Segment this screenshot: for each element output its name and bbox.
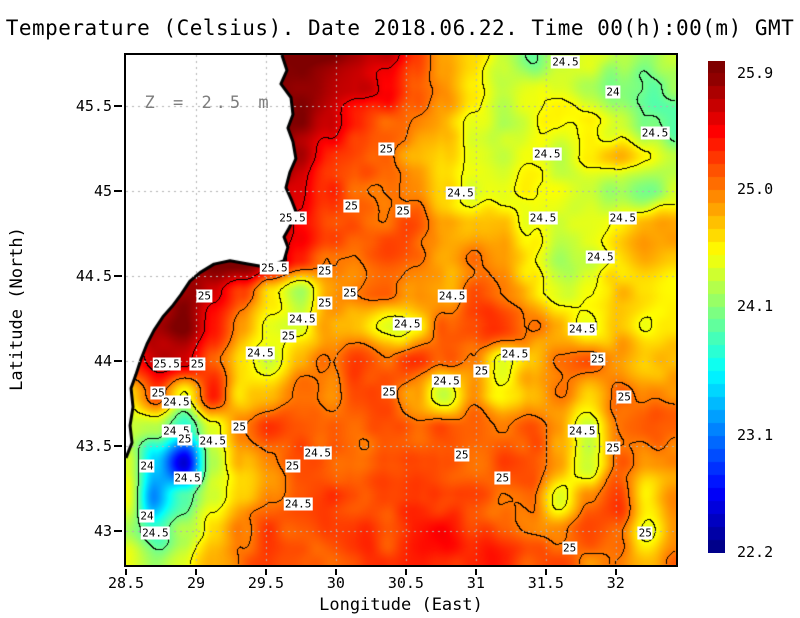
contour-label: 25.5 <box>260 261 289 274</box>
x-tick-label: 31.5 <box>527 574 564 592</box>
contour-label: 25 <box>637 526 653 540</box>
colorbar <box>708 61 725 553</box>
contour-label: 24.5 <box>500 347 530 361</box>
contour-label: 24.5 <box>437 289 467 303</box>
y-tick <box>114 360 122 362</box>
y-tick <box>114 105 122 107</box>
contour-label: 24.5 <box>198 434 228 448</box>
x-tick-label: 30.5 <box>387 574 424 592</box>
contour-label: 24.5 <box>586 250 615 264</box>
contour-label: 25 <box>494 471 511 485</box>
contour-label: 25 <box>231 420 247 434</box>
contour-label: 24.5 <box>303 446 332 460</box>
contour-label: 24.5 <box>432 374 461 388</box>
contour-label: 25 <box>590 352 606 366</box>
y-tick-label: 43 <box>93 522 112 540</box>
contour-label: 25 <box>381 385 397 399</box>
x-tick-label: 31 <box>466 574 485 592</box>
contour-label: 25 <box>317 264 333 278</box>
contour-label: 24 <box>139 509 155 523</box>
y-tick-label: 45.5 <box>75 97 112 115</box>
depth-annotation: Z = 2.5 m <box>144 92 273 113</box>
contour-label: 24.5 <box>567 322 597 336</box>
y-tick-label: 45 <box>93 182 112 200</box>
contour-label: 25 <box>454 448 470 461</box>
colorbar-tick-label: 25.0 <box>737 180 774 199</box>
x-tick <box>544 569 547 575</box>
contour-label: 24.5 <box>246 346 275 359</box>
contour-label: 24.5 <box>173 471 202 485</box>
x-tick <box>614 569 617 575</box>
x-tick <box>474 569 477 575</box>
chart-title: Temperature (Celsius). Date 2018.06.22. … <box>5 16 795 40</box>
y-tick <box>114 530 122 532</box>
y-tick <box>114 275 122 277</box>
contour-label: 24 <box>139 459 155 473</box>
colorbar-tick-label: 25.9 <box>737 63 774 82</box>
contour-label: 24.5 <box>446 186 475 200</box>
contour-label: 25 <box>280 329 296 342</box>
contour-label: 25 <box>150 386 166 400</box>
contour-label: 25 <box>189 357 205 371</box>
contour-label: 25 <box>284 459 301 473</box>
contour-label: 24.5 <box>551 55 580 69</box>
contour-label: 25 <box>343 199 359 213</box>
colorbar-tick-label: 23.1 <box>737 426 774 445</box>
contour-label: 24.5 <box>393 317 422 331</box>
contour-label: 25 <box>562 541 578 555</box>
contour-label: 24.5 <box>608 211 638 225</box>
contour-label: 25.5 <box>152 357 181 371</box>
contour-label: 24.5 <box>162 395 191 409</box>
contour-label: 24.5 <box>640 126 670 140</box>
contour-label: 25 <box>395 204 411 218</box>
contour-label: 25 <box>317 296 333 310</box>
x-axis-title: Longitude (East) <box>319 595 483 615</box>
x-tick-label: 32 <box>606 574 625 592</box>
temperature-heatmap-canvas <box>126 55 676 565</box>
contour-label: 24.5 <box>532 147 562 161</box>
x-tick-label: 30 <box>326 574 345 592</box>
contour-label: 25 <box>616 390 632 404</box>
colorbar-tick-label: 24.1 <box>737 296 774 315</box>
y-axis-title: Latitude (North) <box>7 227 27 391</box>
x-tick <box>125 569 127 575</box>
y-tick-label: 43.5 <box>75 437 112 455</box>
x-tick <box>194 569 197 575</box>
y-tick <box>114 445 122 447</box>
x-tick <box>264 569 267 575</box>
y-tick-label: 44.5 <box>75 267 112 285</box>
contour-label: 25 <box>378 142 394 155</box>
colorbar-tick-label: 22.2 <box>737 542 774 561</box>
contour-label: 24.5 <box>283 497 313 511</box>
x-tick <box>334 569 337 575</box>
contour-label: 25 <box>196 289 212 303</box>
map-plot-area: 24.5 24 24.5 25 24.5 25.5 25 25 24.5 24.5 24.5 24.5… <box>124 53 678 567</box>
x-tick <box>404 569 407 575</box>
x-tick-label: 28.5 <box>107 574 145 592</box>
contour-label: 25 <box>342 286 358 300</box>
contour-label: 24.5 <box>567 424 597 438</box>
contour-label: 24.5 <box>141 526 170 540</box>
contour-label: 25 <box>605 441 621 455</box>
y-tick <box>114 190 122 192</box>
contour-label: 25.5 <box>278 211 307 225</box>
y-tick-label: 44 <box>93 352 112 370</box>
contour-label: 24.5 <box>528 211 558 225</box>
contour-label: 25 <box>473 364 490 378</box>
contour-label: 24 <box>605 85 621 99</box>
x-tick-label: 29.5 <box>247 574 284 592</box>
x-tick-label: 29 <box>186 574 205 592</box>
contour-label: 24.5 <box>288 312 317 325</box>
contour-label: 25 <box>177 432 193 446</box>
